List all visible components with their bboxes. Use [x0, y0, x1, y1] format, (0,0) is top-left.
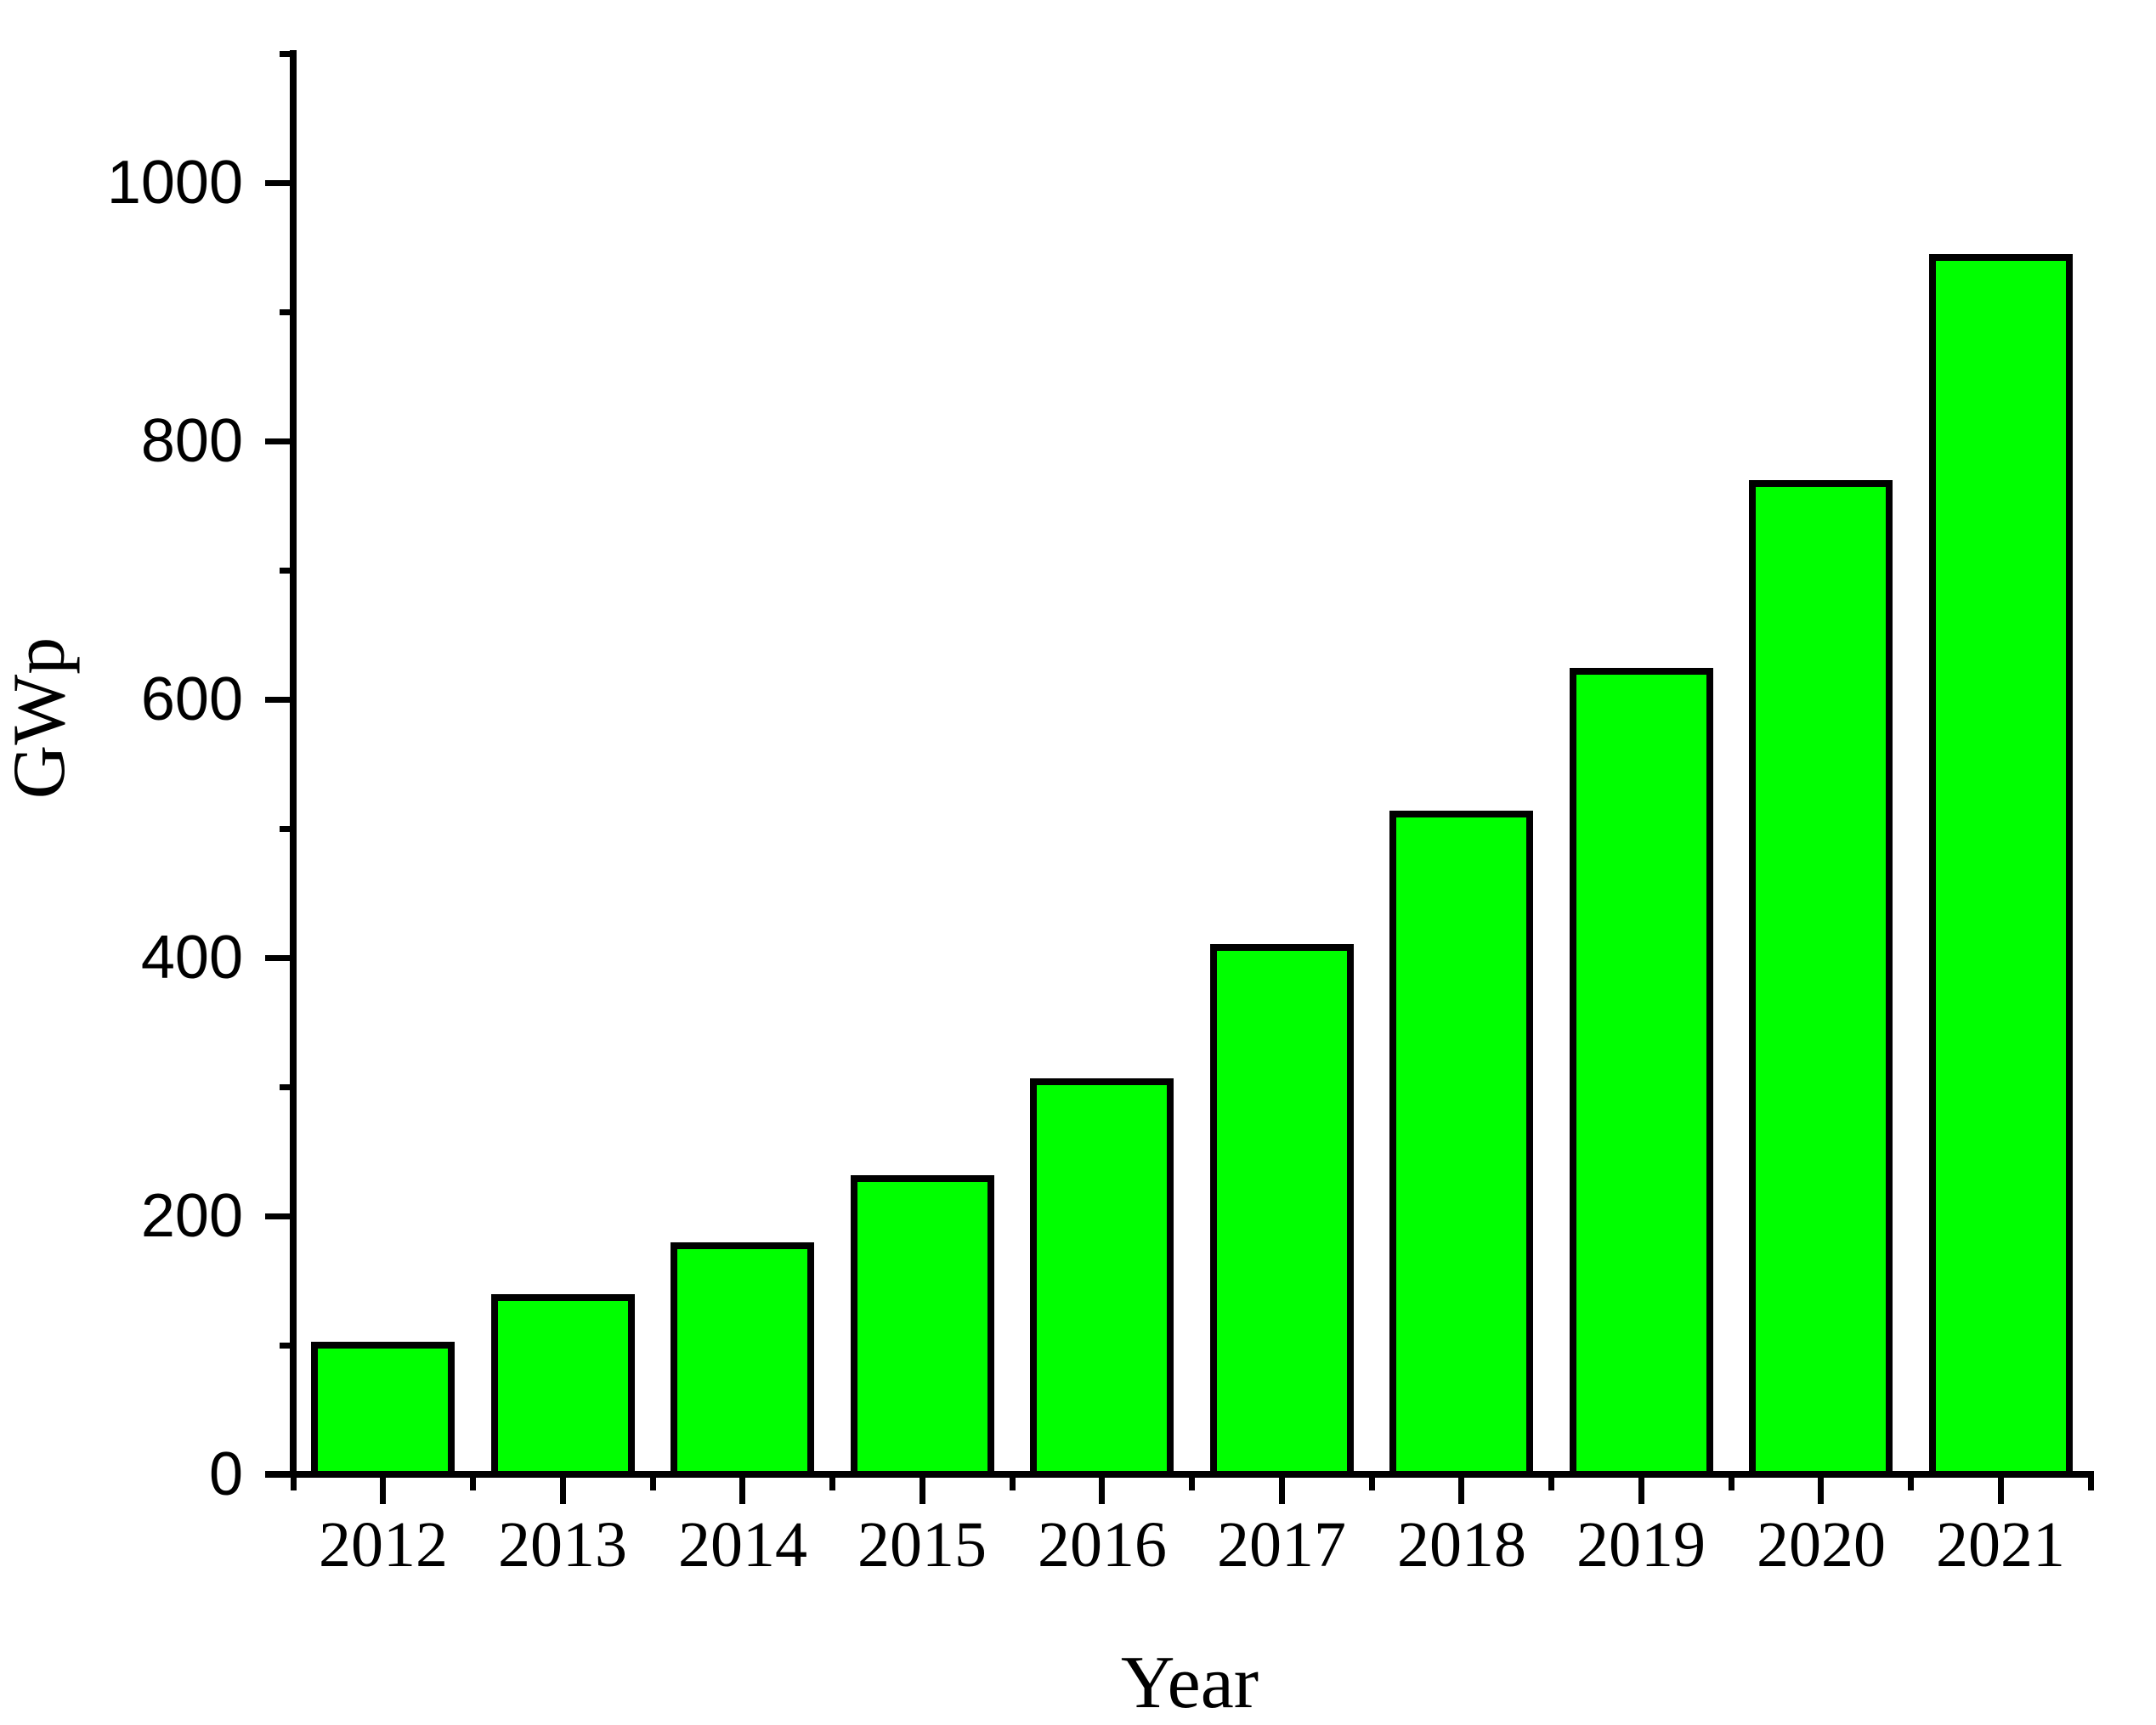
bar-2014 — [671, 1242, 814, 1478]
bar-2021 — [1929, 254, 2073, 1478]
x-major-tick — [1638, 1478, 1644, 1504]
x-minor-tick — [1189, 1478, 1195, 1490]
y-tick-label: 400 — [140, 924, 243, 992]
x-minor-tick — [2088, 1478, 2094, 1490]
y-major-tick — [265, 438, 293, 444]
x-tick-label: 2020 — [1757, 1509, 1886, 1581]
x-tick-label: 2019 — [1576, 1509, 1706, 1581]
x-major-tick — [739, 1478, 745, 1504]
bar-2012 — [311, 1342, 455, 1478]
bar-2020 — [1749, 480, 1893, 1478]
x-tick-label: 2012 — [319, 1509, 448, 1581]
y-minor-tick — [280, 1343, 293, 1349]
y-minor-tick — [280, 826, 293, 832]
x-major-tick — [920, 1478, 925, 1504]
y-minor-tick — [280, 51, 293, 57]
bar-2015 — [851, 1175, 994, 1478]
x-tick-label: 2015 — [857, 1509, 987, 1581]
y-axis-title: GWp — [0, 636, 81, 800]
x-major-tick — [380, 1478, 386, 1504]
x-axis-title: Year — [1120, 1642, 1259, 1724]
x-tick-label: 2021 — [1936, 1509, 2065, 1581]
x-minor-tick — [1548, 1478, 1554, 1490]
x-minor-tick — [1908, 1478, 1914, 1490]
y-axis-line — [290, 50, 297, 1478]
y-tick-label: 1000 — [106, 149, 243, 217]
bar-2019 — [1570, 668, 1713, 1478]
y-major-tick — [265, 1213, 293, 1219]
y-tick-label: 200 — [140, 1182, 243, 1250]
x-minor-tick — [1010, 1478, 1016, 1490]
x-major-tick — [1279, 1478, 1285, 1504]
y-tick-label: 800 — [140, 407, 243, 475]
x-tick-label: 2017 — [1217, 1509, 1346, 1581]
x-axis-line — [265, 1471, 2094, 1478]
y-tick-label: 600 — [140, 665, 243, 733]
x-major-tick — [1458, 1478, 1464, 1504]
y-major-tick — [265, 697, 293, 703]
y-major-tick — [265, 1472, 293, 1478]
x-minor-tick — [291, 1478, 297, 1490]
x-tick-label: 2014 — [678, 1509, 807, 1581]
x-minor-tick — [1369, 1478, 1375, 1490]
y-major-tick — [265, 180, 293, 186]
x-minor-tick — [650, 1478, 656, 1490]
x-major-tick — [1998, 1478, 2004, 1504]
y-minor-tick — [280, 309, 293, 315]
x-major-tick — [1818, 1478, 1824, 1504]
y-tick-label: 0 — [208, 1440, 243, 1508]
x-minor-tick — [829, 1478, 835, 1490]
x-major-tick — [1099, 1478, 1105, 1504]
x-tick-label: 2018 — [1397, 1509, 1526, 1581]
x-tick-label: 2016 — [1038, 1509, 1167, 1581]
y-minor-tick — [280, 568, 293, 574]
bar-2016 — [1030, 1078, 1174, 1478]
x-major-tick — [560, 1478, 566, 1504]
bar-2013 — [491, 1294, 635, 1478]
x-minor-tick — [470, 1478, 476, 1490]
y-minor-tick — [280, 1084, 293, 1090]
bar-2017 — [1210, 944, 1354, 1478]
bar-2018 — [1389, 811, 1533, 1478]
x-minor-tick — [1729, 1478, 1734, 1490]
x-tick-label: 2013 — [498, 1509, 627, 1581]
y-major-tick — [265, 955, 293, 961]
